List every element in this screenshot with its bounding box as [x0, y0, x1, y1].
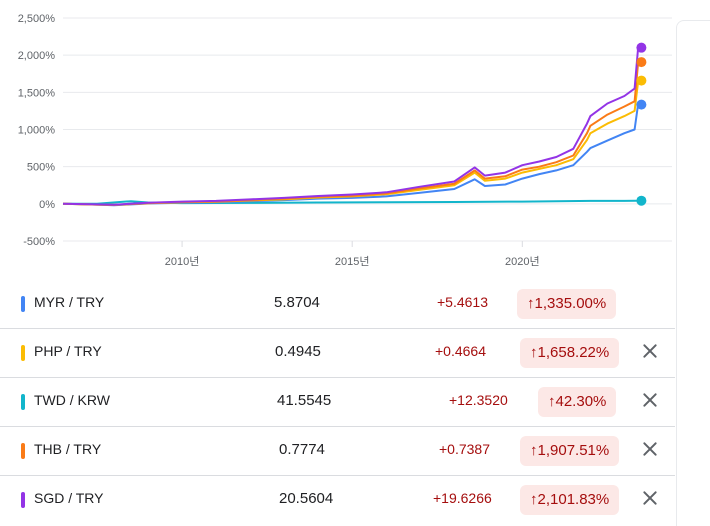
pair-name: SGD / TRY — [34, 490, 104, 506]
series-end-dots — [636, 42, 647, 206]
percent-change-value: 1,907.51% — [537, 442, 610, 459]
side-panel-edge — [676, 20, 710, 526]
pair-row[interactable]: THB / TRY 0.7774 +0.7387 ↑1,907.51% — [0, 427, 675, 476]
pair-name: PHP / TRY — [34, 343, 102, 359]
percent-change-badge: ↑42.30% — [538, 387, 617, 417]
percent-change-value: 42.30% — [555, 393, 607, 410]
change-value: +0.7387 — [439, 441, 490, 457]
series-color-swatch — [21, 296, 25, 312]
pair-row[interactable]: MYR / TRY 5.8704 +5.4613 ↑1,335.00% — [0, 280, 675, 329]
y-tick-label: 500% — [27, 162, 55, 174]
series-end-dot — [636, 42, 647, 53]
price-value: 0.4945 — [275, 343, 321, 360]
y-tick-label: 1,500% — [18, 87, 56, 99]
x-tick-label: 2020년 — [505, 255, 540, 268]
up-arrow-icon: ↑ — [527, 295, 535, 312]
comparison-chart: 2,500% 2,000% 1,500% 1,000% 500% 0% -500% 2010… — [18, 13, 672, 268]
percent-change-value: 1,658.22% — [537, 344, 610, 361]
close-icon[interactable] — [640, 390, 660, 410]
percent-change-badge: ↑1,907.51% — [520, 436, 620, 466]
close-icon[interactable] — [640, 341, 660, 361]
y-tick-label: 0% — [39, 199, 55, 211]
series-color-swatch — [21, 443, 25, 459]
series-end-dot — [636, 57, 647, 68]
y-axis-ticks: 2,500% 2,000% 1,500% 1,000% 500% 0% -500% — [18, 13, 56, 248]
pair-row[interactable]: SGD / TRY 20.5604 +19.6266 ↑2,101.83% — [0, 476, 675, 524]
series-color-swatch — [21, 394, 25, 410]
series-end-dot — [636, 99, 647, 110]
percent-change-badge: ↑1,658.22% — [520, 338, 620, 368]
x-tick-label: 2015년 — [335, 255, 370, 268]
series-line-thb-try — [62, 61, 642, 206]
series-color-swatch — [21, 345, 25, 361]
series-color-swatch — [21, 492, 25, 508]
percent-change-value: 2,101.83% — [537, 491, 610, 508]
y-tick-label: 2,500% — [18, 13, 56, 25]
x-tick-label: 2010년 — [165, 255, 200, 268]
percent-change-badge: ↑2,101.83% — [520, 485, 620, 515]
up-arrow-icon: ↑ — [530, 344, 538, 361]
pair-name: TWD / KRW — [34, 392, 110, 408]
close-icon[interactable] — [640, 439, 660, 459]
y-tick-label: -500% — [23, 236, 55, 248]
up-arrow-icon: ↑ — [548, 393, 556, 410]
pair-name: THB / TRY — [34, 441, 102, 457]
close-icon[interactable] — [640, 488, 660, 508]
series-line-sgd-try — [62, 46, 642, 206]
y-tick-label: 1,000% — [18, 125, 56, 137]
series-end-dot — [636, 75, 647, 86]
series-end-dot — [636, 195, 647, 206]
price-value: 20.5604 — [279, 490, 334, 507]
percent-change-badge: ↑1,335.00% — [517, 289, 617, 319]
pair-row[interactable]: PHP / TRY 0.4945 +0.4664 ↑1,658.22% — [0, 329, 675, 378]
gridlines — [63, 17, 672, 242]
pair-name: MYR / TRY — [34, 294, 105, 310]
currency-pair-list: MYR / TRY 5.8704 +5.4613 ↑1,335.00% PHP / TR… — [0, 280, 675, 524]
change-value: +19.6266 — [433, 490, 492, 506]
change-value: +5.4613 — [437, 294, 488, 310]
up-arrow-icon: ↑ — [530, 442, 538, 459]
up-arrow-icon: ↑ — [530, 491, 538, 508]
series-line-myr-try — [62, 103, 642, 207]
price-value: 41.5545 — [277, 392, 332, 409]
series-line-twd-krw — [62, 199, 642, 205]
x-axis-ticks: 2010년 2015년 2020년 — [165, 241, 540, 268]
series-line-php-try — [62, 79, 642, 206]
series-lines — [62, 46, 642, 207]
percent-change-value: 1,335.00% — [534, 295, 607, 312]
change-value: +12.3520 — [449, 392, 508, 408]
y-tick-label: 2,000% — [18, 50, 56, 62]
change-value: +0.4664 — [435, 343, 486, 359]
pair-row[interactable]: TWD / KRW 41.5545 +12.3520 ↑42.30% — [0, 378, 675, 427]
price-value: 0.7774 — [279, 441, 325, 458]
price-value: 5.8704 — [274, 294, 320, 311]
